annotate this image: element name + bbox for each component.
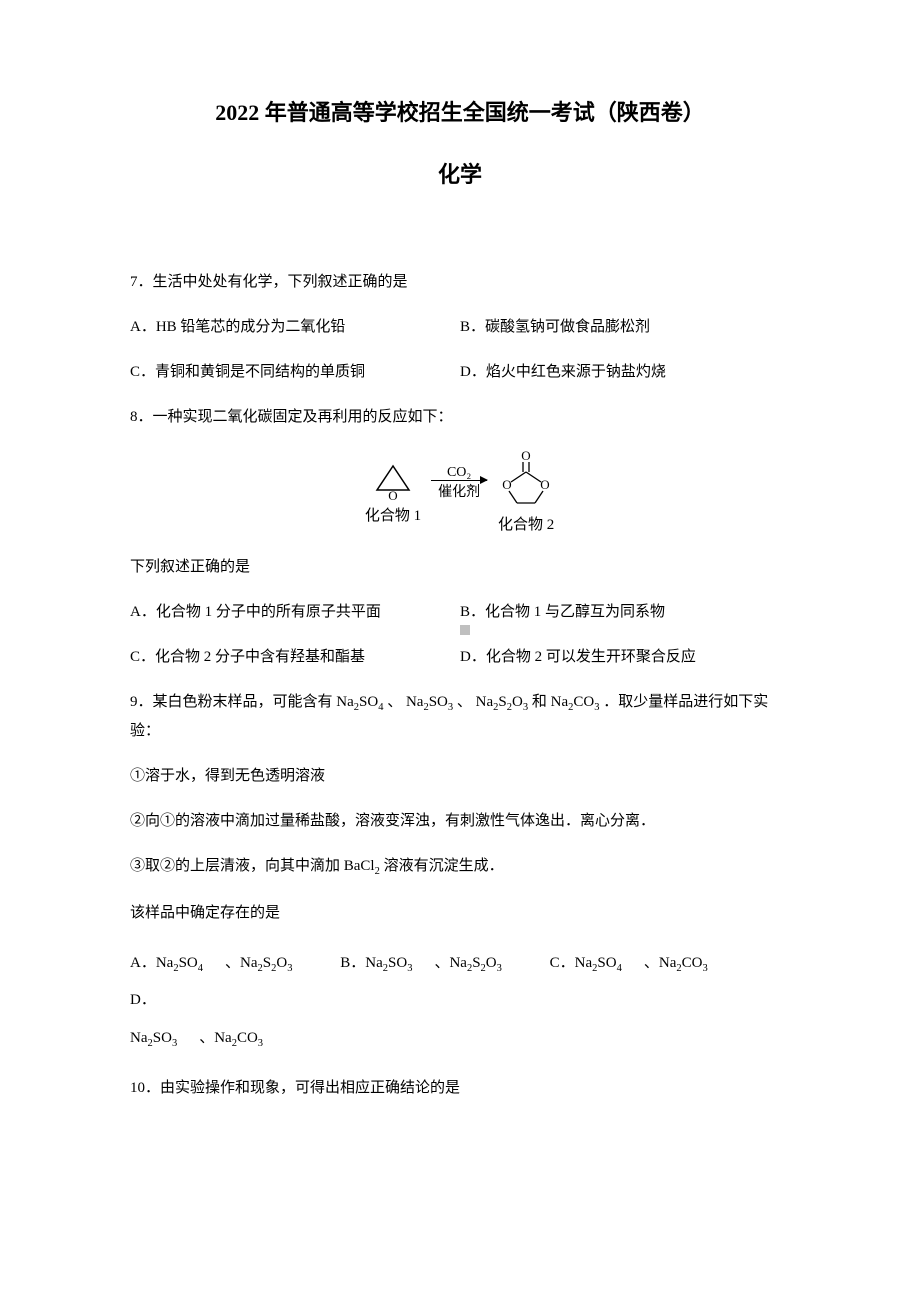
q9-f1: Na2SO4 [336, 694, 383, 710]
q7-opt-a: A．HB 铅笔芯的成分为二氧化铅 [130, 314, 460, 341]
svg-text:O: O [521, 449, 530, 463]
q10-stem: 10．由实验操作和现象，可得出相应正确结论的是 [130, 1075, 790, 1102]
main-title: 2022 年普通高等学校招生全国统一考试（陕西卷） [130, 95, 790, 127]
q9-step2: ②向①的溶液中滴加过量稀盐酸，溶液变浑浊，有刺激性气体逸出．离心分离． [130, 808, 790, 835]
compound-2: O O O 化合物 2 [497, 449, 555, 534]
q9-opt-d: D． [130, 992, 156, 1008]
arrow-bot-text: 催化剂 [438, 481, 480, 501]
q7-opt-b: B．碳酸氢钠可做食品膨松剂 [460, 314, 790, 341]
q9-step1: ①溶于水，得到无色透明溶液 [130, 763, 790, 790]
sub-title: 化学 [130, 157, 790, 189]
q9-step3-pre: ③取②的上层清液，向其中滴加 [130, 858, 340, 874]
q9-step3: ③取②的上层清液，向其中滴加 BaCl2 溶液有沉淀生成． [130, 853, 790, 882]
q8-diagram: O 化合物 1 CO₂ 催化剂 O O O 化合物 2 [130, 449, 790, 534]
q9-step3-post: 溶液有沉淀生成． [384, 858, 504, 874]
q8-stem: 8．一种实现二氧化碳固定及再利用的反应如下： [130, 404, 790, 431]
q8-opt-d: D．化合物 2 可以发生开环聚合反应 [460, 644, 790, 671]
q9-opt-b: B．Na2SO3、Na2S2O3 [340, 955, 524, 971]
q9-bacl2: BaCl2 [344, 858, 380, 874]
q7-opt-d: D．焰火中红色来源于钠盐灼烧 [460, 359, 790, 386]
q7-row1: A．HB 铅笔芯的成分为二氧化铅 B．碳酸氢钠可做食品膨松剂 [130, 314, 790, 341]
q7-opt-c: C．青铜和黄铜是不同结构的单质铜 [130, 359, 460, 386]
q7-row2: C．青铜和黄铜是不同结构的单质铜 D．焰火中红色来源于钠盐灼烧 [130, 359, 790, 386]
q9-opt-a: A．Na2SO4、Na2S2O3 [130, 955, 314, 971]
q9-opt-c: C．Na2SO4、Na2CO3 [550, 955, 730, 971]
arrow-top-text: CO₂ [447, 465, 471, 481]
q8-opt-a: A．化合物 1 分子中的所有原子共平面 [130, 599, 460, 626]
epoxide-icon: O [369, 458, 417, 500]
carbonate-icon: O O O [497, 449, 555, 509]
q9-options: A．Na2SO4、Na2S2O3 B．Na2SO3、Na2S2O3 C．Na2S… [130, 945, 790, 1058]
watermark-dot [460, 625, 470, 635]
q8-row1: A．化合物 1 分子中的所有原子共平面 B．化合物 1 与乙醇互为同系物 [130, 599, 790, 626]
reaction-arrow: CO₂ 催化剂 [431, 465, 487, 501]
q7-stem: 7．生活中处处有化学，下列叙述正确的是 [130, 269, 790, 296]
compound-2-label: 化合物 2 [498, 513, 554, 534]
q9-opt-d-cont: Na2SO3 [130, 1030, 177, 1046]
q9-stem: 9．某白色粉末样品，可能含有 Na2SO4 、 Na2SO3 、 Na2S2O3… [130, 689, 790, 745]
svg-text:O: O [540, 477, 549, 492]
svg-text:O: O [502, 477, 511, 492]
q9-f4: Na2CO3 [551, 694, 600, 710]
q8-followup: 下列叙述正确的是 [130, 554, 790, 581]
q8-opt-c: C．化合物 2 分子中含有羟基和酯基 [130, 644, 460, 671]
svg-text:O: O [388, 488, 397, 500]
q8-row2: C．化合物 2 分子中含有羟基和酯基 D．化合物 2 可以发生开环聚合反应 [130, 644, 790, 671]
compound-1-label: 化合物 1 [365, 504, 421, 525]
q9-f3: Na2S2O3 [476, 694, 528, 710]
q9-f2: Na2SO3 [406, 694, 453, 710]
compound-1: O 化合物 1 [365, 458, 421, 525]
q9-pre: 9．某白色粉末样品，可能含有 [130, 694, 333, 710]
q9-conclusion: 该样品中确定存在的是 [130, 900, 790, 927]
q8-opt-b: B．化合物 1 与乙醇互为同系物 [460, 599, 790, 626]
